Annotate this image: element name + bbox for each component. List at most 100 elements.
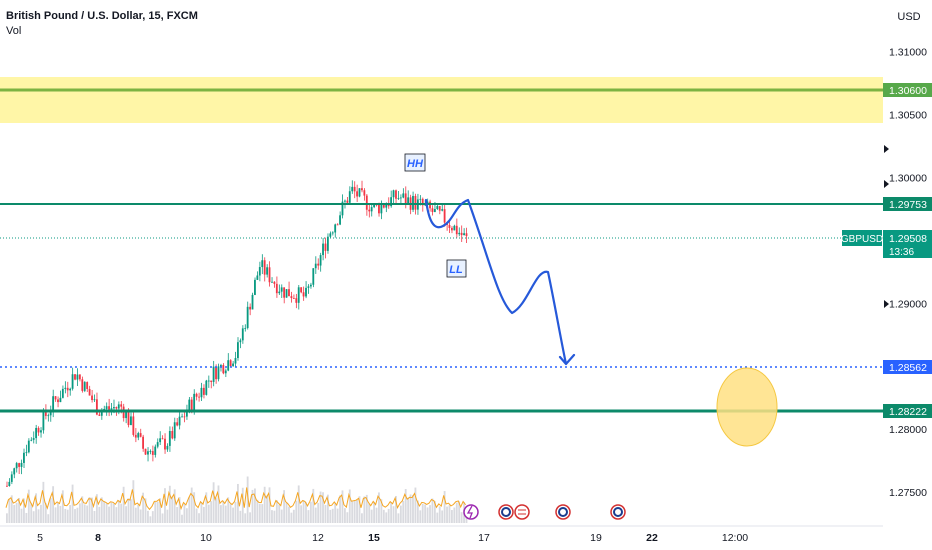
candle	[151, 451, 154, 455]
candle	[353, 186, 356, 192]
candle	[200, 387, 203, 398]
candle	[176, 422, 179, 426]
volume-bar	[122, 486, 125, 523]
volume-bar	[227, 497, 230, 523]
volume-bar	[10, 495, 13, 523]
volume-bar	[412, 495, 414, 523]
candle	[23, 452, 25, 463]
volume-bar	[314, 507, 317, 523]
candle	[271, 281, 273, 283]
candle	[278, 291, 281, 294]
volume-bar	[307, 510, 310, 523]
candle	[326, 236, 329, 251]
volume-bar	[66, 509, 69, 523]
candle	[161, 438, 164, 440]
volume-bar	[229, 504, 232, 523]
candle	[348, 191, 351, 203]
time-tick-label[interactable]: 15	[368, 532, 380, 544]
candle	[412, 195, 414, 210]
volume-bar	[207, 504, 210, 523]
supply-zone[interactable]	[0, 77, 883, 123]
volume-bar	[200, 502, 203, 523]
volume-bar	[219, 505, 222, 523]
time-tick-labels[interactable]: 5 8 10 12 15 17 19 22 12:00	[37, 532, 748, 544]
symbol-title[interactable]: British Pound / U.S. Dollar, 15, FXCM	[6, 10, 198, 22]
volume-bar	[144, 498, 147, 523]
candle	[32, 438, 35, 440]
price-axis[interactable]	[883, 0, 932, 550]
time-tick-label[interactable]: 19	[590, 532, 602, 544]
volume-bar	[453, 507, 456, 523]
candle	[273, 281, 276, 284]
volume-bar	[285, 502, 288, 523]
hh-annotation[interactable]: HH	[404, 153, 426, 172]
candle	[15, 463, 18, 469]
volume-bar	[130, 499, 132, 523]
candle	[254, 279, 256, 295]
time-tick-label[interactable]: 17	[478, 532, 490, 544]
candle	[302, 292, 305, 297]
currency-label[interactable]: USD	[897, 11, 920, 23]
ll-annotation[interactable]: LL	[446, 259, 467, 278]
volume-bar	[71, 484, 74, 523]
candle	[365, 195, 368, 210]
candle	[110, 408, 113, 410]
volume-bar	[341, 490, 344, 523]
candle	[6, 485, 8, 487]
candle	[178, 416, 181, 426]
volume-bar	[244, 513, 247, 523]
candle	[378, 204, 380, 214]
volume-bar	[15, 502, 18, 523]
level-label-4[interactable]: 1.28222	[883, 404, 932, 418]
candle	[127, 412, 130, 426]
candle	[125, 412, 127, 419]
candle	[149, 451, 152, 452]
current-price-badge[interactable]: GBPUSD 1.29508 13:36	[841, 230, 932, 258]
volume-bar	[280, 509, 283, 523]
candle	[392, 190, 395, 198]
time-tick-label[interactable]: 12	[312, 532, 324, 544]
candle	[69, 388, 72, 391]
projection-path[interactable]	[424, 198, 576, 366]
volume-bar	[151, 511, 154, 523]
volume-bar	[271, 510, 273, 523]
volume-indicator-label[interactable]: Vol	[6, 25, 22, 37]
candle	[317, 263, 320, 266]
level-label-3[interactable]: 1.28562	[883, 360, 932, 374]
time-tick-label[interactable]: 10	[200, 532, 212, 544]
volume-bar	[241, 487, 244, 523]
candle	[251, 294, 254, 310]
event-markers[interactable]	[463, 504, 626, 520]
volume-bar	[142, 492, 144, 523]
volume-bar	[450, 510, 453, 523]
time-tick-label[interactable]: 22	[646, 532, 658, 544]
candle	[227, 360, 230, 371]
candle	[18, 463, 20, 467]
candle	[171, 430, 174, 439]
level-label-1[interactable]: 1.30600	[883, 83, 932, 97]
volume-bar	[195, 508, 198, 523]
volume-bar	[91, 497, 93, 523]
volume-bar	[249, 512, 251, 523]
time-tick-label[interactable]: 5	[37, 532, 43, 544]
volume-bar	[181, 514, 183, 523]
target-circle[interactable]	[716, 367, 778, 447]
volume-bar	[156, 501, 159, 523]
volume-bar	[164, 488, 166, 523]
candle	[224, 370, 227, 374]
time-tick-label[interactable]: 8	[95, 532, 101, 544]
candle	[460, 232, 463, 236]
candle	[305, 287, 307, 297]
candle	[370, 207, 373, 212]
candle	[312, 268, 315, 285]
axis-arrow-icons[interactable]	[884, 145, 889, 308]
svg-text:1.28222: 1.28222	[889, 406, 927, 418]
time-tick-label[interactable]: 12:00	[722, 532, 748, 544]
volume-bar	[188, 496, 191, 523]
level-label-2[interactable]: 1.29753	[883, 197, 932, 211]
volume-bar	[95, 494, 98, 523]
candle	[52, 396, 55, 412]
candle	[395, 190, 397, 199]
candle	[159, 438, 162, 443]
